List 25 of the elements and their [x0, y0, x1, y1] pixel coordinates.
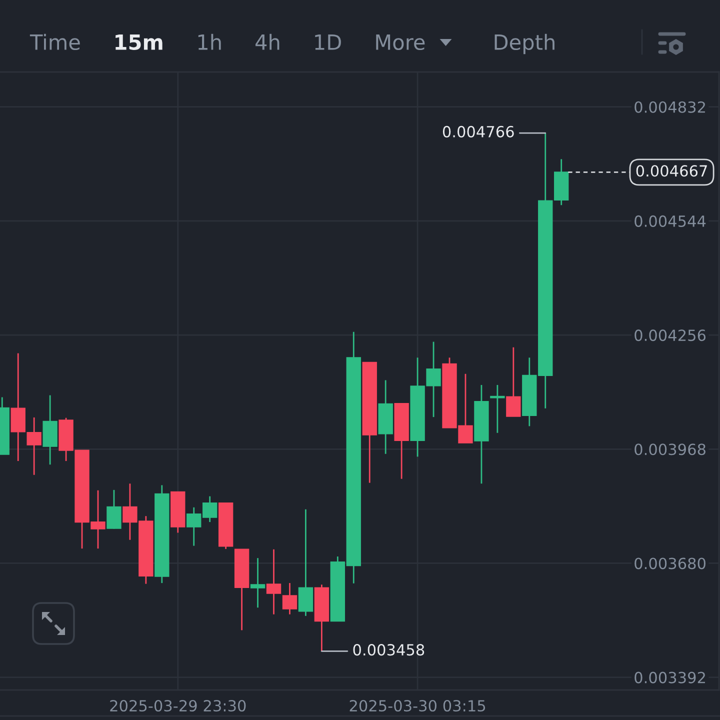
y-tick-label: 0.004544: [634, 215, 706, 227]
ref-line-label: 0.004667: [636, 165, 707, 177]
text: 1h: [198, 34, 221, 50]
candlestick: [490, 384, 505, 434]
text: Depth: [494, 34, 554, 54]
text: 1D: [315, 34, 341, 50]
y-tick-label: 0.003392: [634, 672, 705, 684]
candlestick: [250, 557, 266, 608]
candlestick: [506, 346, 521, 417]
y-tick-label: 0.004832: [634, 101, 705, 113]
candlestick: [106, 489, 122, 530]
x-tick-label: 2025-03-29 23:30: [110, 700, 246, 712]
y-tick-label: 0.003968: [634, 444, 706, 456]
candlestick: [282, 582, 298, 616]
text: 4h: [256, 34, 280, 50]
text: More: [376, 34, 425, 50]
text: 15m: [116, 34, 162, 50]
annotation: 0.004766: [442, 126, 514, 138]
text: Time: [30, 34, 80, 50]
y-tick-label: 0.003680: [634, 558, 706, 570]
x-tick-label: 2025-03-30 03:15: [350, 700, 486, 712]
y-tick-label: 0.004256: [634, 330, 706, 342]
candlestick: [266, 548, 282, 616]
annotation: 0.003458: [353, 644, 424, 656]
candlestick: [298, 508, 314, 617]
